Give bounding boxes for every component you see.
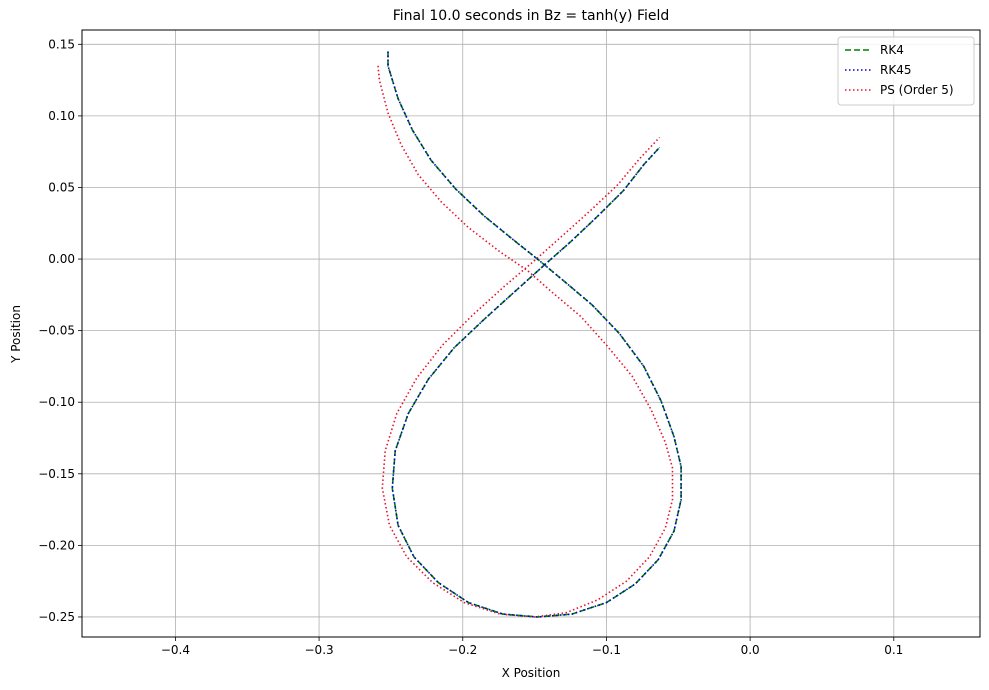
series-line-rk45 bbox=[387, 51, 682, 618]
y-tick-label: −0.25 bbox=[38, 610, 75, 624]
y-tick-label: 0.10 bbox=[48, 109, 75, 123]
y-tick-label: −0.05 bbox=[38, 324, 75, 338]
x-tick-label: −0.1 bbox=[592, 643, 621, 657]
legend: RK4 RK45 PS (Order 5) bbox=[837, 36, 975, 106]
y-axis-label: Y Position bbox=[9, 305, 23, 364]
legend-box bbox=[837, 36, 975, 106]
y-tick-label: −0.15 bbox=[38, 467, 75, 481]
x-tick-label: 0.0 bbox=[741, 643, 760, 657]
x-tick-label: −0.2 bbox=[448, 643, 477, 657]
legend-label: RK45 bbox=[880, 63, 911, 77]
grid bbox=[82, 30, 980, 637]
series-line-ps-order-5 bbox=[377, 65, 674, 618]
y-tick-label: 0.15 bbox=[48, 37, 75, 51]
y-axis: 0.15 0.10 0.05 0.00 −0.05 −0.10 −0.15 −0.20 −0.2… bbox=[38, 37, 82, 624]
chart-title: Final 10.0 seconds in Bz = tanh(y) Field bbox=[393, 8, 670, 24]
plot-frame bbox=[81, 29, 981, 638]
y-tick-label: −0.10 bbox=[38, 395, 75, 409]
x-tick-label: −0.4 bbox=[161, 643, 190, 657]
x-tick-label: 0.1 bbox=[884, 643, 903, 657]
x-axis: −0.4 −0.3 −0.2 −0.1 0.0 0.1 bbox=[161, 637, 903, 657]
series-line-rk4 bbox=[387, 51, 682, 618]
series-layer bbox=[377, 51, 682, 618]
y-tick-label: 0.00 bbox=[48, 252, 75, 266]
x-axis-label: X Position bbox=[502, 666, 561, 680]
y-tick-label: 0.05 bbox=[48, 180, 75, 194]
x-tick-label: −0.3 bbox=[305, 643, 334, 657]
legend-label: PS (Order 5) bbox=[880, 83, 954, 97]
y-tick-label: −0.20 bbox=[38, 538, 75, 552]
legend-label: RK4 bbox=[880, 43, 904, 57]
